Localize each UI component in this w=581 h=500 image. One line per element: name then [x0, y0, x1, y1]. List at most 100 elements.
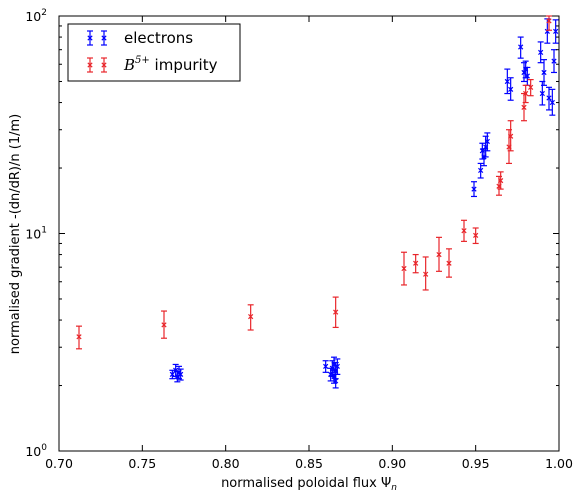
impurity-point-14-marker: [508, 133, 514, 139]
electron-point-4-marker: [178, 371, 184, 378]
impurity-point-4-marker: [401, 265, 407, 272]
electron-point-20-marker: [508, 86, 514, 92]
impurity-point-16: [522, 84, 529, 104]
impurity-point-2-marker: [248, 313, 254, 320]
legend-impurity-marker-1-marker: [101, 62, 107, 68]
legend-marker-impurity: [87, 57, 107, 73]
x-axis-label-subscript: n: [391, 483, 397, 493]
electron-point-32: [552, 19, 559, 44]
impurity-point-1-marker: [161, 322, 167, 328]
x-axis-label: normalised poloidal flux Ψn: [221, 476, 397, 493]
electron-point-19-marker: [504, 78, 510, 85]
impurity-point-0: [76, 325, 82, 350]
y-axis-label: normalised gradient -(dn/dR)/n (1/m): [8, 114, 23, 354]
electron-point-31: [551, 49, 557, 74]
impurity-point-18-marker: [546, 18, 552, 24]
electron-point-0-marker: [169, 371, 175, 378]
series-electrons: [169, 18, 559, 389]
impurity-point-8-marker: [446, 260, 452, 266]
electron-point-13-marker: [471, 186, 477, 192]
electron-point-20: [507, 77, 514, 101]
impurity-point-4: [401, 251, 407, 286]
x-tick-label-3: 0.85: [295, 456, 323, 471]
impurity-point-18: [546, 15, 552, 31]
legend-impurity-base: B: [123, 56, 135, 74]
electron-point-19: [504, 68, 511, 95]
x-tick-label-0: 0.70: [45, 456, 73, 471]
impurity-point-17: [527, 79, 534, 97]
electron-point-21-marker: [518, 44, 524, 50]
impurity-point-8: [446, 248, 452, 278]
x-tick-label-6: 1.00: [545, 456, 573, 471]
legend-label-impurity: B5+ impurity: [123, 55, 218, 74]
y-tick-label-0: 100: [25, 443, 47, 459]
legend-impurity-suffix: impurity: [150, 56, 218, 74]
electron-point-31-marker: [551, 58, 557, 64]
legend: electrons B5+ impurity: [67, 23, 241, 82]
y-tick-exp-0: 0: [41, 443, 47, 453]
y-tick-label-1: 101: [25, 226, 47, 242]
legend-electron-marker-1-marker: [101, 35, 107, 41]
impurity-point-3-marker: [333, 309, 339, 315]
electron-point-27-marker: [541, 69, 547, 76]
series-impurity: [76, 15, 552, 350]
impurity-point-17-marker: [528, 84, 534, 90]
legend-label-electrons: electrons: [124, 29, 193, 47]
impurity-point-7: [436, 236, 442, 272]
impurity-point-6: [422, 256, 429, 291]
impurity-point-2: [247, 304, 254, 331]
electron-point-27: [541, 59, 547, 86]
y-tick-exp-1: 1: [41, 226, 47, 236]
electron-point-25-marker: [538, 49, 544, 56]
electron-point-18-marker: [484, 138, 490, 145]
electron-point-25: [537, 41, 544, 64]
impurity-point-7-marker: [436, 251, 442, 258]
impurity-point-3: [332, 296, 339, 329]
electron-point-29-marker: [546, 95, 552, 101]
y-tick-label-2: 102: [25, 8, 47, 24]
impurity-point-10: [472, 227, 479, 245]
y-tick-exp-2: 2: [41, 8, 47, 18]
electron-point-4: [177, 368, 184, 381]
impurity-point-1: [161, 310, 167, 339]
impurity-point-5-marker: [413, 260, 419, 266]
electron-point-5-marker: [323, 363, 329, 369]
impurity-point-5: [412, 253, 419, 274]
electron-point-0: [169, 369, 176, 380]
impurity-point-12: [497, 171, 504, 190]
electron-point-30-marker: [549, 99, 555, 106]
electron-point-24-marker: [524, 73, 530, 79]
electron-point-12: [334, 358, 341, 376]
impurity-point-16-marker: [523, 90, 529, 97]
electron-point-12-marker: [334, 363, 340, 369]
electron-point-5: [322, 360, 329, 373]
electron-point-26-marker: [539, 90, 545, 97]
x-tick-label-5: 0.95: [462, 456, 490, 471]
impurity-point-15-marker: [521, 104, 527, 111]
legend-impurity-marker-1: [101, 57, 107, 73]
electron-point-30: [549, 88, 556, 116]
impurity-point-10-marker: [473, 232, 479, 239]
electron-point-21: [517, 36, 524, 59]
electron-point-18: [484, 132, 491, 152]
impurity-point-6-marker: [423, 271, 429, 277]
legend-impurity-marker-0-marker: [87, 62, 93, 68]
legend-electron-marker-1: [101, 30, 107, 46]
electron-point-29: [546, 86, 552, 111]
y-tick-base-2: 10: [25, 9, 41, 24]
legend-electron-marker-0: [87, 30, 93, 46]
legend-impurity-sup: 5+: [135, 55, 150, 66]
electron-point-32-marker: [553, 28, 559, 34]
x-tick-label-1: 0.75: [128, 456, 156, 471]
legend-electron-marker-0-marker: [87, 35, 93, 41]
x-tick-label-2: 0.80: [212, 456, 240, 471]
electron-point-14: [477, 162, 484, 179]
impurity-point-12-marker: [498, 178, 504, 184]
x-tick-label-4: 0.90: [378, 456, 406, 471]
y-tick-base-0: 10: [25, 444, 41, 459]
electron-point-14-marker: [478, 167, 484, 174]
impurity-point-0-marker: [76, 334, 82, 340]
legend-box: [67, 23, 241, 82]
